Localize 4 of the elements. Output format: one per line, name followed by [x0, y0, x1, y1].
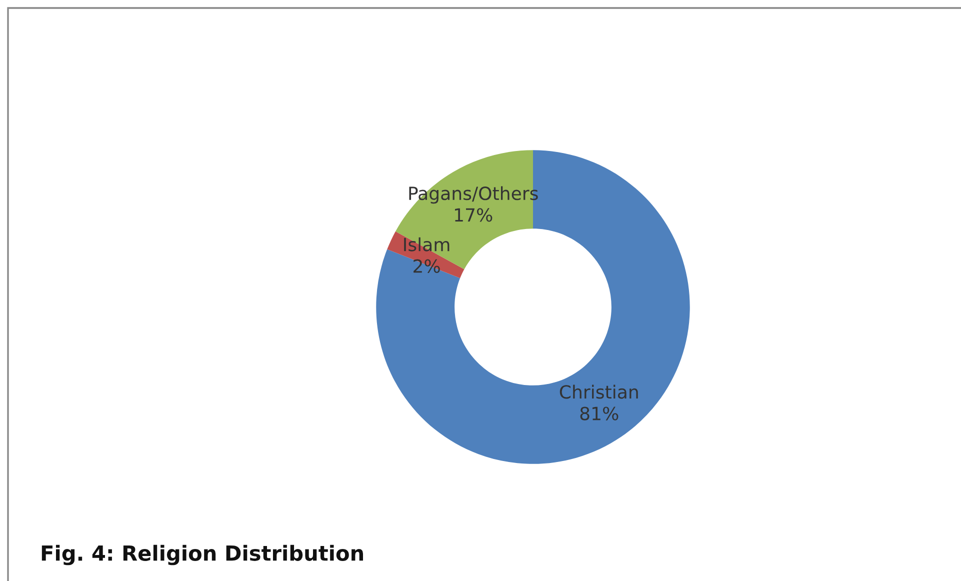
data-label: 17% — [455, 208, 492, 222]
data-label: 81% — [580, 406, 618, 420]
slice-label: Christian — [560, 384, 638, 399]
text: Fig. 4: Religion Distribution — [42, 544, 364, 566]
